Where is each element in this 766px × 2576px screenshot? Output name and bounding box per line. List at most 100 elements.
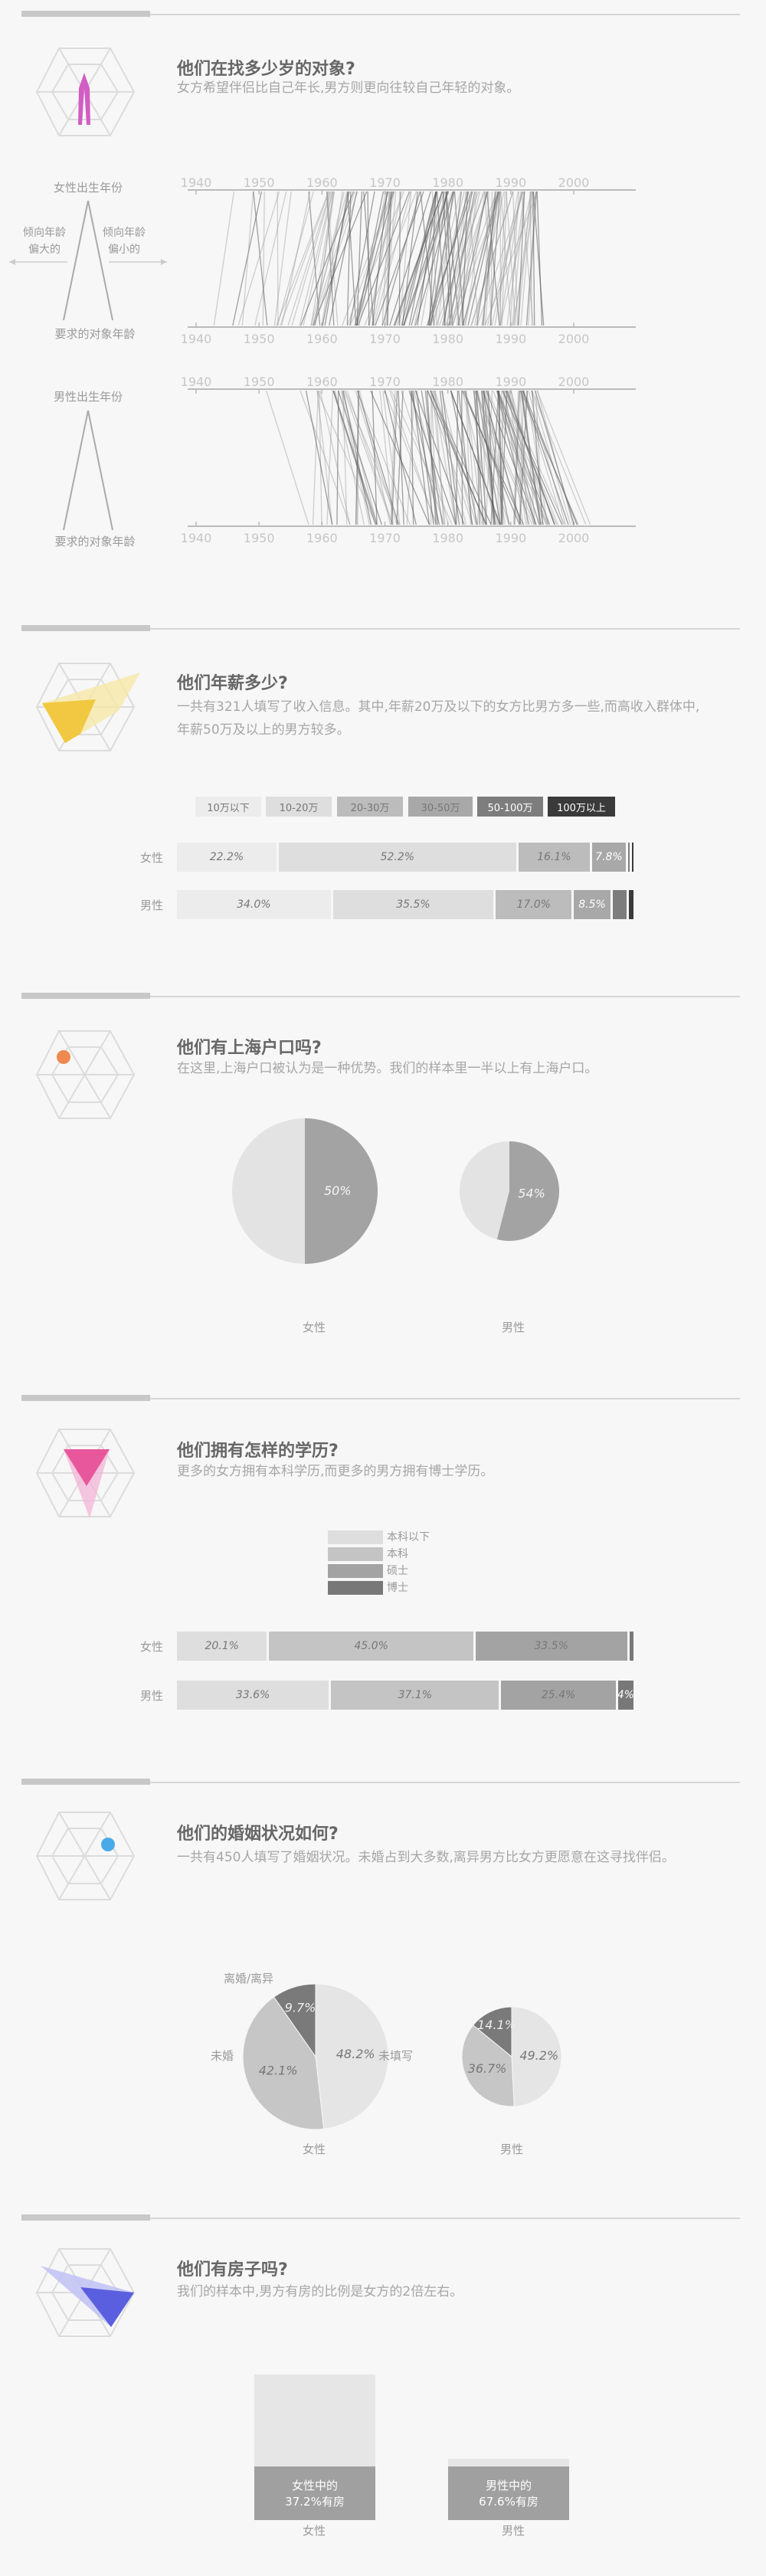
education-legend-label: 博士 xyxy=(387,1582,408,1594)
age-line xyxy=(346,390,394,525)
age-line xyxy=(403,191,454,326)
education-legend-swatch xyxy=(328,1530,383,1544)
education-legend-swatch xyxy=(328,1581,383,1595)
income-bar-segment xyxy=(632,843,633,872)
hukou-pie-slice xyxy=(496,1141,559,1241)
age-line xyxy=(277,191,314,326)
age-bottom-tick: 1970 xyxy=(369,531,401,545)
men-birth-label: 男性出生年份 xyxy=(53,390,123,404)
age-line xyxy=(312,390,319,525)
age-line xyxy=(299,191,333,326)
marriage-pie-label: 42.1% xyxy=(259,2063,298,2077)
age-line xyxy=(332,390,376,525)
age-line xyxy=(509,191,519,326)
age-line xyxy=(387,191,392,326)
age-top-tick: 2000 xyxy=(558,377,590,389)
age-line xyxy=(414,191,454,326)
education-radar-shape xyxy=(64,1449,110,1486)
section-accent-bar xyxy=(21,1395,150,1401)
age-line xyxy=(483,390,486,525)
age-line xyxy=(522,390,569,525)
income-bar-segment: 16.1% xyxy=(518,843,591,872)
age-bottom-tick: 1990 xyxy=(495,531,526,545)
age-line xyxy=(303,191,333,326)
age-line xyxy=(491,191,522,326)
section-accent-bar xyxy=(21,993,150,999)
age-line xyxy=(506,390,555,525)
age-line xyxy=(449,191,497,326)
age-line xyxy=(232,191,263,326)
age-bottom-tick: 1980 xyxy=(432,531,463,545)
women-birth-label: 女性出生年份 xyxy=(53,181,123,195)
age-line xyxy=(506,191,516,326)
age-line xyxy=(514,390,520,525)
age-line xyxy=(521,390,541,525)
age-line xyxy=(510,390,549,525)
age-line xyxy=(357,390,360,525)
section-accent-bar xyxy=(21,1779,150,1785)
age-line xyxy=(381,191,421,326)
section-accent-bar xyxy=(21,11,150,17)
marriage-divorced-label: 离婚/离异 xyxy=(224,1972,274,1985)
marriage-men-label: 男性 xyxy=(499,2142,524,2156)
education-legend-label: 本科 xyxy=(387,1548,408,1560)
age-direction-schematic xyxy=(9,200,167,321)
section-divider xyxy=(21,628,740,630)
age-line xyxy=(314,191,336,326)
section-divider xyxy=(21,2218,740,2219)
age-line xyxy=(403,191,437,326)
age-bottom-tick: 2000 xyxy=(558,332,590,346)
age-title: 他们在找多少岁的对象? xyxy=(177,60,355,79)
age-line xyxy=(416,390,434,525)
age-line xyxy=(450,390,478,525)
age-line xyxy=(431,191,437,326)
age-line xyxy=(326,191,339,326)
age-line xyxy=(497,390,499,525)
age-line xyxy=(364,191,417,326)
age-line xyxy=(356,191,385,326)
age-line xyxy=(391,390,453,525)
age-line xyxy=(427,390,487,525)
age-line xyxy=(512,191,525,326)
age-line xyxy=(502,390,535,525)
age-line xyxy=(444,191,462,326)
age-line xyxy=(265,390,309,525)
age-line xyxy=(496,390,530,525)
age-line xyxy=(430,390,492,525)
age-line xyxy=(372,191,403,326)
income-bar-segment: 22.2% xyxy=(177,843,277,872)
income-bar-segment: 17.0% xyxy=(496,890,572,919)
age-line xyxy=(399,191,412,326)
age-line xyxy=(505,390,545,525)
hukou-radar-dot xyxy=(57,1050,70,1064)
age-line xyxy=(531,390,587,525)
marriage-pies: 48.2% 42.1% 9.7% 49.2% 36.7% 14.1% xyxy=(242,1983,562,2130)
age-line xyxy=(329,191,358,326)
age-line xyxy=(411,191,448,326)
age-lines-women: 1940 1940 1950 1950 1960 1960 1970 1970 1980 1980… xyxy=(181,178,636,346)
education-bar-segment xyxy=(629,1632,633,1661)
age-line xyxy=(427,390,473,525)
age-top-tick: 1960 xyxy=(306,377,338,389)
age-line xyxy=(372,390,378,525)
age-line xyxy=(498,390,502,525)
age-line xyxy=(308,191,321,326)
marriage-pie-label: 48.2% xyxy=(336,2047,375,2061)
age-line xyxy=(342,390,348,525)
marriage-pie-slice xyxy=(472,2006,512,2058)
age-line xyxy=(482,191,497,326)
age-line xyxy=(319,390,322,525)
radar-icon-education xyxy=(35,1429,136,1518)
age-top-tick: 1990 xyxy=(495,178,526,190)
age-line xyxy=(356,390,411,525)
age-line xyxy=(442,191,451,326)
age-line xyxy=(502,390,558,525)
age-line xyxy=(523,390,535,525)
age-line xyxy=(473,390,533,525)
age-line xyxy=(358,191,387,326)
age-line xyxy=(340,390,371,525)
age-direction-schematic-men xyxy=(63,410,113,531)
marriage-pie-label: 49.2% xyxy=(519,2048,558,2063)
age-line xyxy=(445,191,489,326)
age-line xyxy=(513,191,533,326)
